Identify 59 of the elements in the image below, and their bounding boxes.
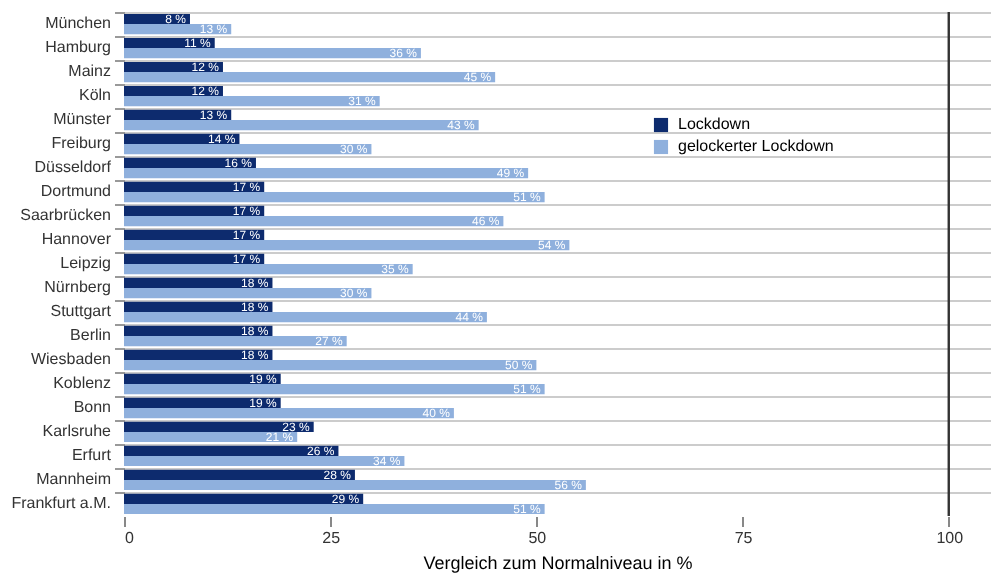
- bar: [124, 48, 421, 59]
- bar: [124, 120, 479, 131]
- bar: [124, 335, 347, 347]
- y-tick-label: Stuttgart: [50, 301, 113, 320]
- x-tick-label: 75: [734, 529, 754, 547]
- y-tick-label: Dortmund: [40, 182, 111, 201]
- bar: [124, 469, 355, 480]
- y-tick-label: Erfurt: [71, 445, 113, 464]
- bar: [124, 311, 487, 323]
- legend-label: Lockdown: [678, 115, 751, 133]
- x-tick-label: 100: [936, 529, 965, 547]
- legend-label: gelockerter Lockdown: [678, 137, 834, 155]
- y-tick-label: Wiesbaden: [30, 349, 111, 368]
- y-tick-label: Mannheim: [36, 469, 112, 488]
- y-tick-label: Köln: [78, 86, 111, 105]
- bar: [124, 407, 454, 419]
- y-tick-label: Saarbrücken: [20, 206, 111, 225]
- bar: [124, 397, 281, 408]
- y-tick-label: Leipzig: [60, 254, 111, 272]
- bar: [124, 383, 545, 395]
- x-axis-title: Vergleich zum Normalniveau in %: [423, 553, 693, 573]
- y-tick-label: Freiburg: [51, 134, 111, 153]
- bar: [124, 168, 529, 179]
- x-tick-label: 25: [322, 529, 342, 547]
- y-tick-label: Münster: [53, 110, 112, 129]
- x-tick-label: 50: [528, 529, 548, 547]
- bar: [124, 72, 496, 83]
- bar: [124, 144, 372, 155]
- bar: [124, 373, 281, 384]
- bar: [124, 359, 537, 371]
- y-tick-label: Koblenz: [53, 373, 111, 392]
- y-tick-label: München: [45, 14, 111, 33]
- bar: [124, 181, 265, 193]
- bar: [124, 205, 265, 217]
- bar: [124, 431, 298, 443]
- bar: [124, 421, 314, 432]
- y-tick-label: Hamburg: [45, 38, 111, 57]
- bar: [124, 253, 265, 264]
- bar: [124, 229, 265, 241]
- y-tick-label: Bonn: [73, 397, 111, 416]
- bar: [124, 503, 545, 515]
- bar: [124, 240, 570, 251]
- y-tick-label: Düsseldorf: [34, 158, 113, 177]
- y-tick-label: Berlin: [70, 325, 111, 344]
- bar: [124, 287, 372, 299]
- bar: [124, 455, 405, 467]
- bar: [124, 96, 380, 107]
- bar: [124, 192, 545, 203]
- x-tick-label: 0: [125, 529, 135, 547]
- bar: [124, 493, 364, 504]
- y-tick-label: Nürnberg: [44, 277, 111, 296]
- y-tick-label: Frankfurt a.M.: [11, 493, 111, 512]
- bar: [124, 264, 413, 275]
- y-tick-label: Mainz: [68, 62, 111, 81]
- y-tick-label: Hannover: [41, 230, 112, 249]
- bar: [124, 445, 339, 456]
- bar: [124, 479, 586, 491]
- bar: [124, 216, 504, 227]
- y-tick-label: Karlsruhe: [42, 421, 113, 440]
